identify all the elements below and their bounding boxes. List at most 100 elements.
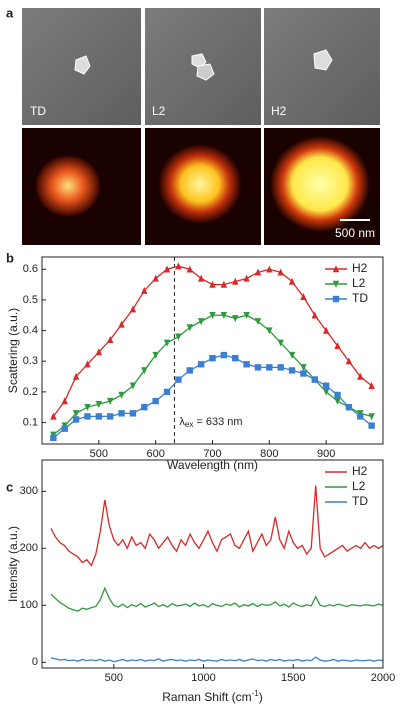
marker [266, 265, 273, 273]
marker [129, 305, 137, 313]
marker [175, 262, 182, 270]
annotation-sub: ex [185, 420, 193, 429]
x-axis-label: Wavelength (nm) [167, 458, 258, 472]
marker [232, 354, 239, 362]
marker [141, 404, 148, 411]
scatter-spot [36, 156, 100, 216]
x-axis-label: Raman Shift (cm-1) [162, 689, 262, 704]
image-label: H2 [271, 104, 287, 118]
y-tick-label: 0.1 [23, 416, 38, 428]
marker [61, 425, 68, 432]
scatter-spot [158, 144, 242, 224]
legend-label: TD [352, 494, 368, 508]
marker [288, 277, 296, 285]
marker [220, 351, 228, 359]
marker [118, 391, 125, 399]
legend-label: H2 [352, 464, 368, 478]
x-tick-label: 600 [146, 448, 164, 460]
marker [50, 434, 57, 442]
marker [186, 324, 193, 332]
marker [152, 351, 159, 359]
chart: c 0 100 200 300 500 1000 1500 2000 Intensity (a.u… [6, 459, 395, 704]
marker [334, 397, 341, 405]
marker [95, 348, 103, 356]
annotation: λex = 633 nm [179, 416, 242, 429]
legend-marker [332, 280, 340, 288]
marker [322, 388, 330, 396]
y-tick-label: 200 [20, 542, 38, 554]
marker [220, 312, 228, 320]
marker [254, 318, 262, 326]
series-line [50, 586, 383, 612]
legend-marker [332, 265, 340, 273]
y-tick-label: 300 [20, 485, 38, 497]
marker [345, 404, 353, 411]
marker [129, 410, 137, 417]
x-tick-label: 800 [260, 448, 278, 460]
marker [72, 416, 80, 423]
marker [72, 372, 80, 380]
y-axis-label: Scattering (a.u.) [6, 308, 20, 393]
scale-label: 500 nm [335, 226, 375, 240]
marker [186, 265, 193, 273]
marker [368, 381, 375, 389]
marker [288, 367, 296, 374]
marker [141, 367, 148, 375]
legend-marker [332, 295, 340, 303]
panel-letter: c [6, 479, 13, 494]
x-tick-label: 500 [90, 448, 108, 460]
marker [277, 268, 284, 276]
plot-frame [41, 256, 384, 445]
x-tick-label: 1500 [281, 672, 305, 684]
marker [197, 318, 205, 326]
annotation-text: = 633 nm [193, 416, 242, 428]
legend-label: L2 [352, 479, 366, 493]
marker [266, 364, 273, 371]
legend-label: TD [352, 291, 368, 305]
panel-a: a TD L2 H2 500 nm [6, 5, 380, 245]
series-line [50, 656, 383, 663]
marker [209, 312, 216, 320]
marker [232, 277, 239, 285]
image-label: L2 [152, 104, 166, 118]
marker [311, 311, 318, 319]
y-tick-label: 0.4 [23, 324, 38, 336]
marker [357, 372, 364, 380]
marker [300, 370, 307, 377]
y-tick-label: 0.6 [23, 263, 38, 275]
marker [345, 357, 353, 365]
marker [243, 312, 250, 320]
y-tick-label: 0.5 [23, 294, 38, 306]
series-line [52, 265, 373, 417]
particle [196, 63, 215, 81]
marker [243, 274, 250, 282]
marker [129, 382, 137, 390]
scatter-spot [270, 136, 370, 232]
y-tick-label: 0 [32, 656, 38, 668]
marker [368, 413, 375, 421]
y-tick-label: 100 [20, 599, 38, 611]
legend-label: H2 [352, 261, 368, 275]
marker [322, 382, 330, 389]
x-tick-label: 900 [317, 448, 335, 460]
marker [84, 360, 91, 368]
marker [175, 333, 182, 341]
marker [118, 320, 125, 328]
x-tick-label: 500 [105, 672, 123, 684]
marker [220, 280, 228, 288]
marker [254, 364, 262, 371]
marker [300, 293, 307, 301]
annotation-symbol: λ [179, 416, 185, 428]
marker [107, 335, 114, 343]
marker [300, 364, 307, 372]
marker [186, 367, 193, 374]
y-axis-label: Intensity (a.u.) [6, 526, 20, 602]
x-tick-label: 2000 [371, 672, 395, 684]
series-line [50, 485, 383, 567]
marker [152, 397, 159, 405]
panel-letter: a [6, 5, 14, 20]
marker [254, 268, 262, 276]
marker [322, 326, 330, 334]
y-tick-label: 0.2 [23, 386, 38, 398]
